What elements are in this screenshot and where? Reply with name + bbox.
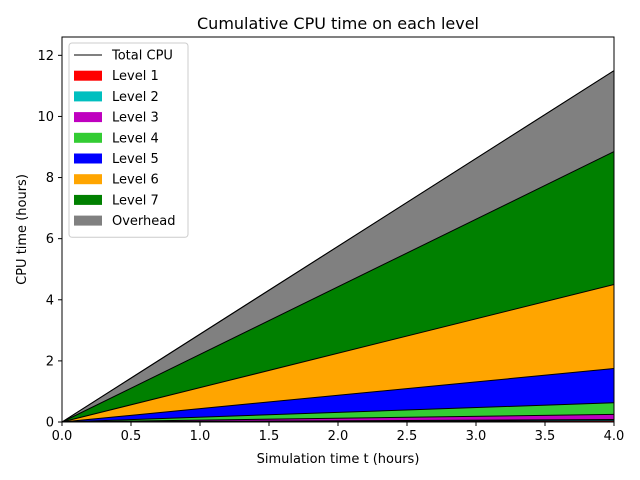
legend-label-level-7: Level 7 xyxy=(112,193,159,208)
legend-label-level-2: Level 2 xyxy=(112,90,159,105)
legend-label-level-4: Level 4 xyxy=(112,131,159,146)
chart-title: Cumulative CPU time on each level xyxy=(197,14,479,33)
x-tick-label: 3.0 xyxy=(466,429,487,444)
x-tick-label: 1.0 xyxy=(190,429,211,444)
boundary-level-7 xyxy=(61,151,615,423)
legend-swatch-overhead xyxy=(74,215,102,226)
legend: Total CPU Level 1 Level 2 Level 3 Level 4 Lev… xyxy=(68,42,189,238)
legend-swatch-level-4 xyxy=(74,132,102,143)
y-tick-label: 12 xyxy=(37,49,54,64)
legend-swatch-level-2 xyxy=(74,91,102,102)
y-tick-label: 8 xyxy=(46,171,54,186)
legend-label-overhead: Overhead xyxy=(112,214,176,229)
boundary-level-3 xyxy=(61,413,615,423)
total-cpu-line-group xyxy=(61,70,615,423)
y-tick-label: 4 xyxy=(46,293,54,308)
y-axis-title: CPU time (hours) xyxy=(15,174,30,285)
y-tick-label: 2 xyxy=(46,354,54,369)
legend-swatch-level-1 xyxy=(74,70,102,81)
x-tick-label: 0.5 xyxy=(121,429,142,444)
boundary-level-5 xyxy=(61,368,615,423)
legend-label-level-5: Level 5 xyxy=(112,152,159,167)
boundary-level-4 xyxy=(61,402,615,423)
x-tick-label: 0.0 xyxy=(52,429,73,444)
legend-swatch-level-7 xyxy=(74,194,102,205)
x-axis-ticks: 0.0 0.5 1.0 1.5 2.0 2.5 3.0 3.5 4.0 xyxy=(52,422,625,444)
y-axis-ticks: 0 2 4 6 8 10 12 xyxy=(37,49,62,431)
x-tick-label: 2.5 xyxy=(397,429,418,444)
boundary-level-6 xyxy=(61,284,615,423)
legend-swatch-level-5 xyxy=(74,153,102,164)
legend-label-level-6: Level 6 xyxy=(112,173,159,188)
legend-label-level-1: Level 1 xyxy=(112,69,159,84)
legend-swatch-level-3 xyxy=(74,112,102,123)
legend-label-total-cpu: Total CPU xyxy=(111,49,173,64)
x-tick-label: 4.0 xyxy=(604,429,625,444)
x-tick-label: 3.5 xyxy=(535,429,556,444)
x-tick-label: 1.5 xyxy=(259,429,280,444)
total-cpu-line xyxy=(61,70,615,423)
x-tick-label: 2.0 xyxy=(328,429,349,444)
legend-swatch-level-6 xyxy=(74,174,102,185)
legend-label-level-3: Level 3 xyxy=(112,111,159,126)
y-tick-label: 0 xyxy=(46,416,54,431)
y-tick-label: 6 xyxy=(46,232,54,247)
y-tick-label: 10 xyxy=(37,110,54,125)
x-axis-title: Simulation time t (hours) xyxy=(257,452,420,467)
